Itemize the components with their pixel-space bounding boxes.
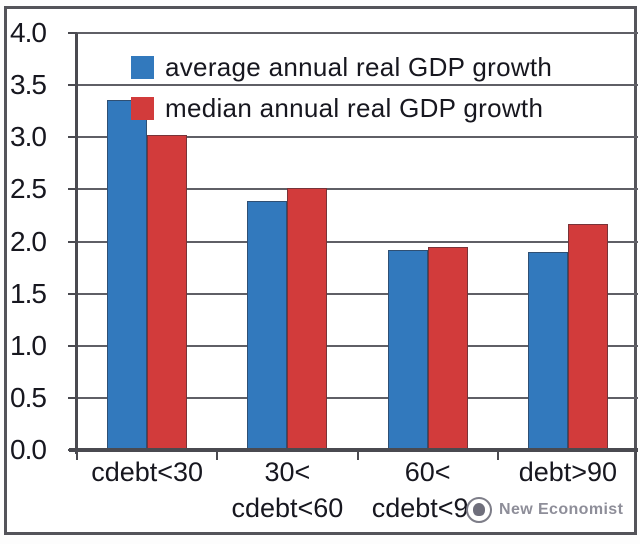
bar-median-3 [567,223,608,450]
x-axis-category-label: cdebt<90 [371,493,484,523]
bar-average-2 [387,249,428,450]
y-axis-line [75,33,78,454]
y-axis-tick-label: 3.5 [10,69,47,101]
x-axis-tick [356,452,359,460]
x-axis-category-label: cdebt<30 [91,457,204,487]
legend-entry-median: median annual real GDP growth [131,93,543,124]
watermark: New Economist [466,497,623,523]
y-axis-tick [68,84,77,87]
x-axis-category-label: 30< [264,457,311,487]
y-axis-tick [68,396,77,399]
gridline [77,240,638,243]
x-axis-category-label: 60< [404,457,451,487]
bar-median-1 [287,188,328,450]
watermark-text: New Economist [499,501,624,518]
x-axis-tick [76,452,78,460]
gridline [77,344,638,347]
y-axis-tick-label: 2.5 [10,173,47,205]
bar-average-0 [107,99,148,450]
gridline [77,396,638,399]
gridline [77,84,638,87]
bar-average-3 [527,251,568,450]
bar-median-0 [147,135,188,450]
new-economist-logo-icon [466,497,492,523]
y-axis-tick-label: 1.5 [10,277,47,309]
x-axis-category-label: cdebt<60 [231,493,344,523]
gridline [77,292,638,295]
y-axis-tick [68,136,77,139]
legend-label-average: average annual real GDP growth [165,52,553,82]
bar-median-2 [427,246,468,450]
y-axis-tick [68,344,77,347]
y-axis-tick-label: 2.0 [10,225,47,257]
legend-entry-average: average annual real GDP growth [131,52,552,83]
legend-label-median: median annual real GDP growth [165,93,544,123]
y-axis-tick-label: 0.0 [10,434,47,465]
gridline [77,136,638,139]
y-axis-tick-label: 3.0 [10,121,47,153]
y-axis-tick-label: 1.0 [10,329,47,361]
y-axis-tick [68,32,77,34]
y-axis-tick-label: 0.5 [10,381,47,413]
x-axis-tick [216,452,219,460]
gridline [77,32,638,34]
y-axis-tick-label: 4.0 [10,17,47,48]
bar-average-1 [247,200,288,450]
x-axis-line [69,448,638,452]
x-axis-tick [496,452,499,460]
y-axis-tick [68,188,77,191]
legend-swatch-average-icon [131,56,154,79]
y-axis-tick [68,292,77,295]
x-axis-category-label: debt>90 [518,457,618,487]
x-axis-tick [635,452,637,460]
legend-swatch-median-icon [131,97,154,120]
y-axis-tick [68,240,77,243]
gridline [77,188,638,191]
